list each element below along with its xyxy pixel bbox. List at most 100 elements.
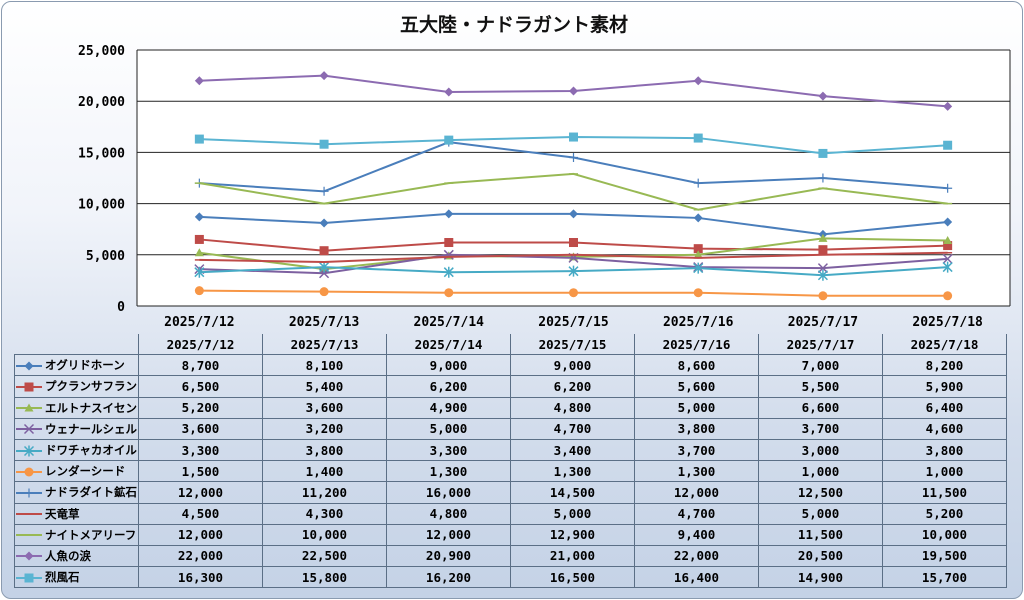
series-8 [194, 172, 953, 211]
table-cell-value: 12,000 [634, 481, 759, 504]
table-cell-value: 4,600 [882, 417, 1007, 440]
table-cell-value: 5,000 [634, 396, 759, 419]
data-point [569, 209, 578, 219]
data-point [693, 213, 703, 223]
series-7 [194, 251, 953, 263]
data-point [693, 288, 703, 298]
data-point [569, 86, 578, 96]
legend-key-icon [16, 488, 42, 498]
series-name: 天竜草 [45, 506, 80, 521]
series-name-cell: ナドラダイト鉱石 [14, 481, 139, 504]
table-row: オグリドホーン 8,700 8,100 9,000 9,000 8,600 7,000 8,2… [14, 354, 1007, 377]
data-point [444, 238, 454, 248]
x-tick-label: 2025/7/13 [289, 315, 359, 330]
data-point [319, 261, 330, 273]
table-cell-value: 3,300 [386, 438, 511, 462]
table-cell-value: 22,500 [262, 544, 387, 568]
data-point [818, 233, 828, 242]
legend-key-marker [24, 403, 34, 412]
table-cell-value: 15,800 [262, 566, 387, 589]
table-cell-value: 5,900 [882, 375, 1007, 398]
table-cell-value: 3,600 [138, 417, 263, 440]
x-tick-label: 2025/7/17 [788, 315, 858, 330]
legend-key-marker [24, 382, 34, 392]
table-cell-value: 6,200 [510, 375, 635, 398]
data-point [319, 139, 329, 149]
table-cell-value: 1,300 [634, 460, 759, 483]
table-cell-value: 4,900 [386, 396, 511, 419]
data-point [194, 266, 205, 278]
table-cell-value: 1,300 [386, 460, 511, 483]
data-point [569, 238, 578, 248]
legend-key-marker [24, 573, 34, 583]
series-name-cell: ウェナールシェル [14, 417, 139, 440]
data-point [194, 234, 204, 244]
series-name-cell: ドワチャカオイル [14, 438, 139, 462]
table-row: ナイトメアリーフ 12,000 10,000 12,000 12,900 9,400 11,… [14, 523, 1007, 546]
data-point [693, 250, 703, 259]
table-corner [14, 334, 139, 356]
series-name: プクランサフラン [45, 379, 137, 394]
table-row: 天竜草 4,500 4,300 4,800 5,000 4,700 5,000 5,200 [14, 502, 1007, 525]
table-cell-value: 12,500 [758, 481, 883, 504]
table-cell-value: 14,500 [510, 481, 635, 504]
data-point [443, 266, 454, 278]
table-cell-value: 15,700 [882, 566, 1007, 589]
series-10 [194, 132, 953, 158]
legend-key-icon [16, 467, 42, 477]
data-point [319, 186, 329, 196]
data-point [319, 246, 329, 256]
series-name-cell: ナイトメアリーフ [14, 523, 139, 546]
y-tick-label: 20,000 [78, 95, 125, 110]
series-name: ドワチャカオイル [45, 443, 137, 458]
table-header-date: 2025/7/13 [262, 334, 387, 356]
data-point [943, 217, 953, 227]
data-point [943, 235, 953, 244]
table-cell-value: 3,000 [758, 438, 883, 462]
table-row: 烈風石 16,300 15,800 16,200 16,500 16,400 14,900 1… [14, 566, 1007, 589]
legend-key-icon [16, 573, 42, 583]
data-point [817, 269, 828, 281]
series-name: オグリドホーン [45, 358, 125, 373]
x-tick-label: 2025/7/12 [164, 315, 234, 330]
table-row: 人魚の涙 22,000 22,500 20,900 21,000 22,000 20,500… [14, 544, 1007, 568]
table-cell-value: 1,400 [262, 460, 387, 483]
table-cell-value: 4,800 [510, 396, 635, 419]
table-cell-value: 6,500 [138, 375, 263, 398]
series-name-cell: オグリドホーン [14, 354, 139, 377]
table-cell-value: 16,200 [386, 566, 511, 589]
table-cell-value: 20,900 [386, 544, 511, 568]
data-point [693, 244, 703, 254]
table-cell-value: 8,200 [882, 354, 1007, 377]
legend-key-icon [16, 551, 42, 561]
data-point [194, 248, 204, 257]
series-name-cell: エルトナスイセン [14, 396, 139, 419]
table-cell-value: 3,200 [262, 417, 387, 440]
table-cell-value: 22,000 [634, 544, 759, 568]
x-tick-label: 2025/7/18 [912, 315, 983, 330]
table-cell-value: 5,000 [758, 502, 883, 525]
series-name-cell: レンダーシード [14, 460, 139, 483]
table-cell-value: 21,000 [510, 544, 635, 568]
table-cell-value: 3,400 [510, 438, 635, 462]
data-point [943, 101, 953, 111]
legend-key-icon [16, 534, 42, 537]
table-cell-value: 7,000 [758, 354, 883, 377]
table-cell-value: 19,500 [882, 544, 1007, 568]
legend-key-marker [24, 467, 34, 477]
x-tick-label: 2025/7/15 [538, 315, 608, 330]
x-tick-label: 2025/7/16 [663, 315, 734, 330]
table-cell-value: 5,000 [510, 502, 635, 525]
data-point [319, 218, 329, 228]
table-cell-value: 22,000 [138, 544, 263, 568]
table-cell-value: 9,400 [634, 523, 759, 546]
series-name: 烈風石 [45, 570, 80, 585]
table-cell-value: 3,600 [262, 396, 387, 419]
table-cell-value: 12,000 [386, 523, 511, 546]
table-cell-value: 10,000 [262, 523, 387, 546]
table-row: レンダーシード 1,500 1,400 1,300 1,300 1,300 1,000 1,0… [14, 460, 1007, 483]
table-cell-value: 9,000 [386, 354, 511, 377]
table-header-date: 2025/7/12 [138, 334, 263, 356]
table-row: ドワチャカオイル 3,300 3,800 3,300 3,400 3,700 3,000 3,… [14, 438, 1007, 462]
table-cell-value: 6,200 [386, 375, 511, 398]
